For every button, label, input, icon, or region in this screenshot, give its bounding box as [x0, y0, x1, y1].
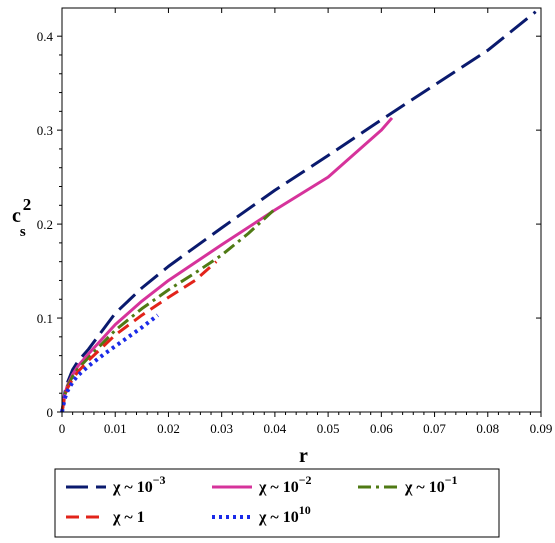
x-tick-label: 0.07 [423, 421, 446, 436]
legend-label-2: χ ~ 10−1 [404, 473, 458, 496]
y-tick-label: 0.2 [37, 217, 53, 232]
legend-label-1: χ ~ 10−2 [258, 473, 312, 496]
x-tick-label: 0.01 [104, 421, 127, 436]
y-tick-label: 0.1 [37, 311, 53, 326]
y-tick-label: 0.4 [37, 29, 54, 44]
x-tick-label: 0.06 [370, 421, 393, 436]
series-line-2 [60, 207, 276, 413]
series-line-0 [60, 10, 537, 413]
x-tick-label: 0.09 [530, 421, 553, 436]
legend-box [54, 468, 500, 538]
x-tick-label: 0.08 [476, 421, 499, 436]
x-tick-label: 0.04 [264, 421, 287, 436]
series-line-3 [60, 260, 218, 413]
y-tick-label: 0.3 [37, 123, 53, 138]
y-axis-title: cs2 [12, 195, 31, 240]
x-tick-label: 0.02 [157, 421, 180, 436]
x-tick-label: 0.03 [210, 421, 233, 436]
axes: 0 0.01 0.02 0.03 0.04 0.05 0.06 0.07 0.08 0.09 0 0.… [12, 7, 553, 467]
legend-label-0: χ ~ 10−3 [112, 473, 166, 496]
legend-label-3: χ ~ 1 [112, 509, 145, 526]
series-line-1 [60, 116, 394, 413]
plot-frame [61, 7, 542, 413]
x-tick-label: 0 [59, 421, 66, 436]
x-axis-title: r [299, 445, 308, 467]
plot-area [60, 10, 537, 413]
x-tick-label: 0.05 [317, 421, 340, 436]
legend-label-4: χ ~ 1010 [258, 503, 311, 526]
legend: χ ~ 10−3 χ ~ 10−2 χ ~ 10−1 χ ~ 1 χ ~ 1010 [54, 468, 500, 538]
y-tick-label: 0 [47, 405, 54, 420]
